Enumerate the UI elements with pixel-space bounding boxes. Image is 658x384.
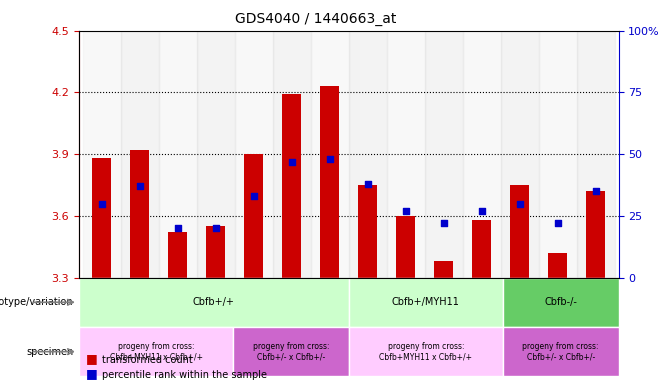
Point xyxy=(134,183,145,189)
Point xyxy=(363,181,373,187)
Bar xyxy=(282,94,301,278)
Point xyxy=(590,188,601,194)
Bar xyxy=(121,31,159,278)
Bar xyxy=(472,220,492,278)
Point xyxy=(515,200,525,207)
Bar xyxy=(463,31,501,278)
Bar xyxy=(586,191,605,278)
Bar xyxy=(548,253,567,278)
Bar xyxy=(510,185,529,278)
Text: Cbfb+/+: Cbfb+/+ xyxy=(193,297,235,307)
Bar xyxy=(539,31,576,278)
Bar xyxy=(387,31,424,278)
Bar xyxy=(396,216,415,278)
Text: Cbfb-/-: Cbfb-/- xyxy=(544,297,577,307)
FancyBboxPatch shape xyxy=(503,327,619,376)
Point xyxy=(211,225,221,231)
FancyBboxPatch shape xyxy=(79,327,233,376)
Point xyxy=(476,208,487,214)
Text: ■: ■ xyxy=(86,352,97,365)
FancyBboxPatch shape xyxy=(233,327,349,376)
Bar xyxy=(83,31,121,278)
FancyBboxPatch shape xyxy=(503,278,619,327)
Text: specimen: specimen xyxy=(26,347,74,357)
Bar xyxy=(320,86,340,278)
Point xyxy=(172,225,183,231)
Text: Cbfb+/MYH11: Cbfb+/MYH11 xyxy=(392,297,460,307)
Text: progeny from cross:
Cbfb+MYH11 x Cbfb+/+: progeny from cross: Cbfb+MYH11 x Cbfb+/+ xyxy=(379,342,472,361)
Bar xyxy=(576,31,615,278)
Text: progeny from cross:
Cbfb+MYH11 x Cbfb+/+: progeny from cross: Cbfb+MYH11 x Cbfb+/+ xyxy=(109,342,203,361)
Point xyxy=(249,193,259,199)
FancyBboxPatch shape xyxy=(79,278,349,327)
Text: progeny from cross:
Cbfb+/- x Cbfb+/-: progeny from cross: Cbfb+/- x Cbfb+/- xyxy=(522,342,599,361)
Bar xyxy=(244,154,263,278)
Text: genotype/variation: genotype/variation xyxy=(0,297,74,307)
FancyBboxPatch shape xyxy=(349,278,503,327)
Text: transformed count: transformed count xyxy=(102,355,193,365)
Point xyxy=(553,220,563,226)
Bar xyxy=(434,261,453,278)
Point xyxy=(286,159,297,165)
Bar xyxy=(159,31,197,278)
Bar xyxy=(130,150,149,278)
Bar xyxy=(92,158,111,278)
Text: percentile rank within the sample: percentile rank within the sample xyxy=(102,370,267,380)
Point xyxy=(97,200,107,207)
Point xyxy=(438,220,449,226)
Point xyxy=(324,156,335,162)
Bar xyxy=(501,31,539,278)
Bar xyxy=(197,31,235,278)
Text: progeny from cross:
Cbfb+/- x Cbfb+/-: progeny from cross: Cbfb+/- x Cbfb+/- xyxy=(253,342,329,361)
Bar xyxy=(206,226,225,278)
Bar xyxy=(311,31,349,278)
Text: GDS4040 / 1440663_at: GDS4040 / 1440663_at xyxy=(235,12,397,25)
FancyBboxPatch shape xyxy=(349,327,503,376)
Bar xyxy=(358,185,377,278)
Bar xyxy=(273,31,311,278)
Bar xyxy=(424,31,463,278)
Bar xyxy=(235,31,273,278)
Point xyxy=(401,208,411,214)
Text: ■: ■ xyxy=(86,367,97,380)
Bar xyxy=(349,31,387,278)
Bar xyxy=(168,232,188,278)
